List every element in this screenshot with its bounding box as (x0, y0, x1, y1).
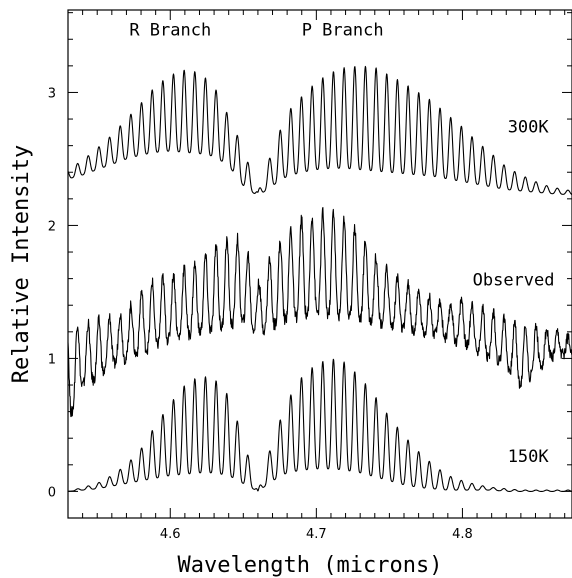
series-line-observed (67, 206, 572, 418)
series-line-150k (67, 358, 572, 492)
x-axis-title: Wavelength (microns) (178, 553, 443, 578)
annotation-label: 300K (508, 117, 550, 137)
x-tick-label: 4.8 (452, 527, 473, 542)
annotation-label: R Branch (129, 20, 211, 40)
series-line-300k (67, 65, 572, 196)
plot-frame (67, 9, 572, 519)
plot-content (67, 65, 572, 492)
y-axis-title: Relative Intensity (9, 145, 34, 383)
y-tick-label: 1 (48, 352, 56, 367)
x-tick-label: 4.7 (306, 527, 327, 542)
ticks-layer: 4.6 4.7 4.8 0 1 2 3 (48, 10, 572, 542)
annotation-label: P Branch (302, 20, 384, 40)
annotations-layer: R Branch P Branch 300K Observed 150K (129, 20, 554, 467)
annotation-label: 150K (508, 447, 550, 467)
y-tick-label: 2 (48, 219, 56, 234)
x-tick-label: 4.6 (160, 527, 181, 542)
y-tick-label: 3 (48, 86, 56, 101)
y-tick-label: 0 (48, 485, 56, 500)
annotation-label: Observed (473, 270, 555, 290)
